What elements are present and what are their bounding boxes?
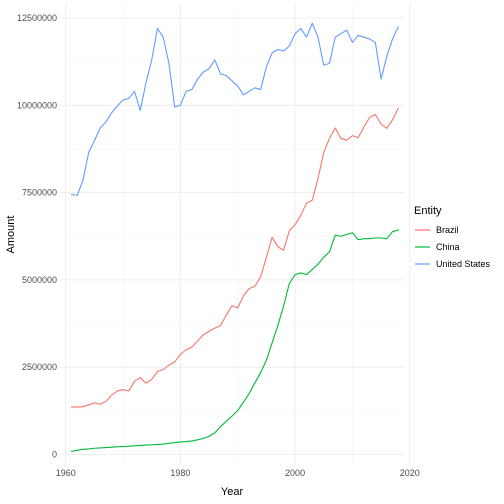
legend-label-brazil: Brazil [436, 225, 459, 235]
series-line-united-states [70, 22, 399, 196]
legend-items: Brazil China United States [415, 225, 491, 269]
y-tick-label: 10000000 [17, 100, 57, 110]
x-tick-label: 2020 [400, 468, 420, 478]
x-tick-label: 1960 [56, 468, 76, 478]
grid-lines [60, 4, 411, 465]
legend-title: Entity [414, 205, 442, 217]
y-axis-title: Amount [5, 216, 17, 254]
x-tick-label: 1980 [170, 468, 190, 478]
series-line-brazil [70, 107, 399, 408]
y-axis-tick-labels: 0 2500000 5000000 7500000 10000000 12500000 [17, 13, 57, 460]
x-axis-title: Year [221, 486, 244, 498]
x-axis-tick-labels: 1960 1980 2000 2020 [56, 468, 420, 478]
legend-label-united-states: United States [436, 259, 491, 269]
y-tick-label: 12500000 [17, 13, 57, 23]
legend-label-china: China [436, 242, 460, 252]
series-lines [70, 22, 399, 452]
x-tick-label: 2000 [285, 468, 305, 478]
series-line-china [70, 229, 399, 452]
y-tick-label: 2500000 [22, 362, 57, 372]
y-tick-label: 0 [52, 450, 57, 460]
legend: Entity Brazil China United States [414, 205, 491, 269]
y-tick-label: 7500000 [22, 188, 57, 198]
y-tick-label: 5000000 [22, 275, 57, 285]
